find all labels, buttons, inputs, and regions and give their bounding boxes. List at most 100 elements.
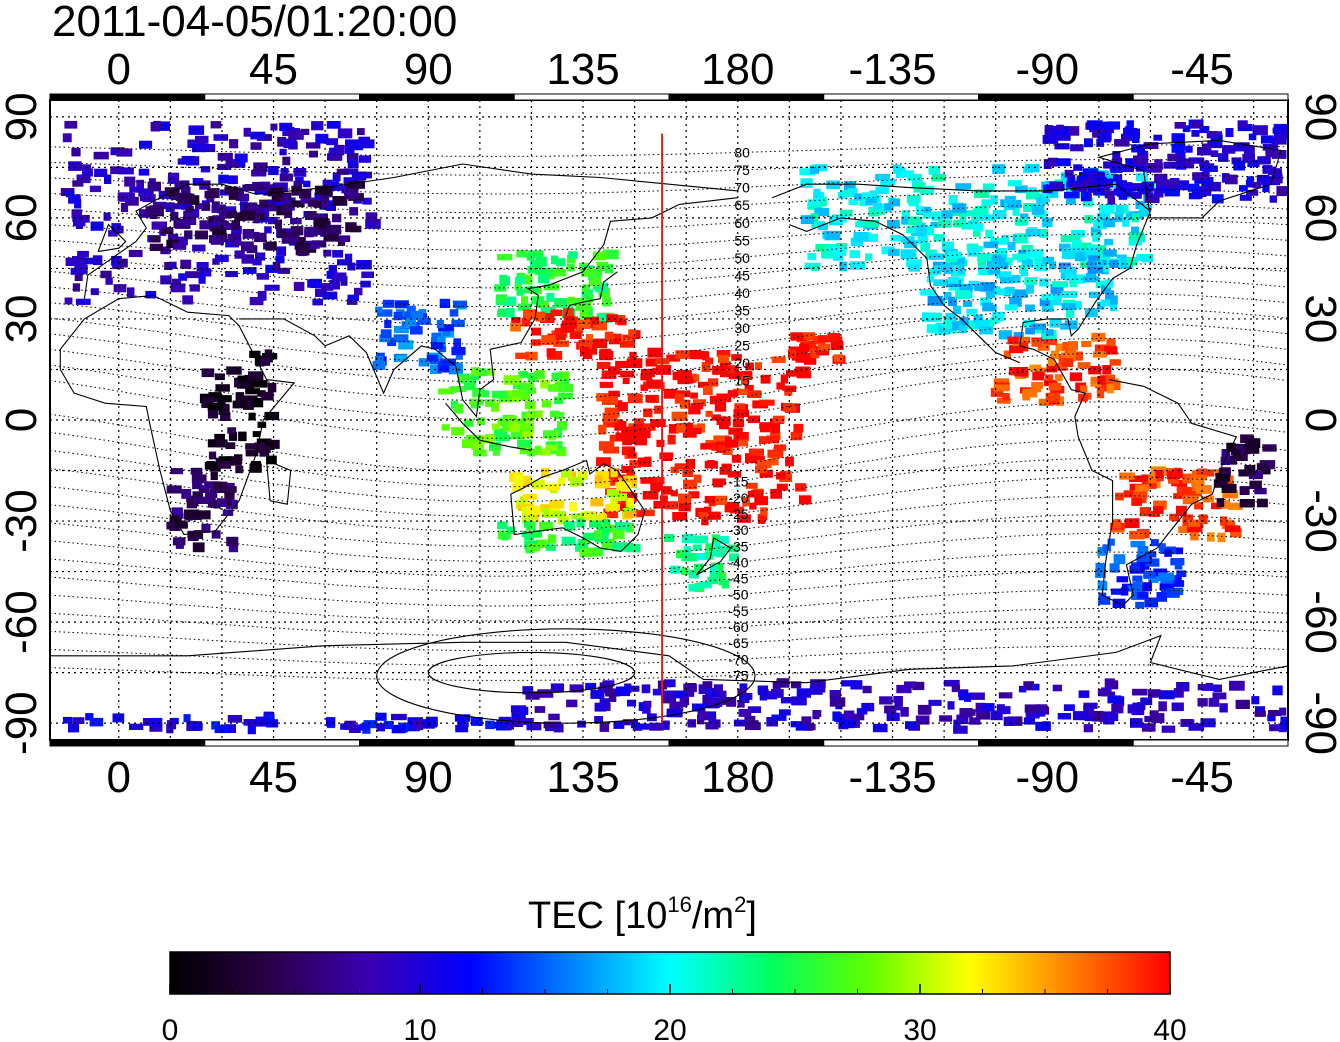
tec-cell [1098,265,1110,272]
tec-cell [908,196,920,207]
tec-cell [1023,717,1035,725]
tec-cell [999,257,1013,266]
tec-cell [200,166,211,173]
tec-cell [1119,472,1135,480]
tec-cell [1137,187,1152,195]
tec-cell [602,680,615,687]
tec-cell [558,392,573,400]
tec-cell [933,279,949,287]
tec-cell [771,356,786,363]
tec-cell [1269,195,1277,203]
tec-cell [1083,702,1098,709]
tec-cell [598,441,615,451]
tec-cell [708,698,723,707]
tec-cell [959,708,973,718]
tec-cell [487,368,495,376]
tec-cell [1176,682,1190,692]
tec-cell [1120,587,1129,596]
magnetic-latitude-label: -20 [728,490,748,506]
tec-cell [1074,252,1085,262]
tec-cell [686,690,695,697]
tec-cell [1132,702,1146,710]
tec-cell [1031,339,1042,347]
magnetic-latitude-label: 80 [734,145,750,161]
tec-cell [1028,683,1040,691]
tec-cell [191,142,206,153]
tec-cell [558,383,573,393]
tec-cell [393,334,409,343]
tec-cell [314,185,329,195]
tec-cell [256,273,269,280]
tec-cell [1262,165,1273,174]
tec-cell [628,329,637,337]
tec-cell [1097,547,1107,556]
tec-cell [817,343,831,351]
tec-cell [1191,189,1203,199]
tick-label: 90 [404,45,453,94]
tec-cell [754,496,768,506]
tec-cell [1217,153,1229,162]
tec-cell [1199,126,1210,134]
tec-cell [267,203,277,212]
tec-cell [685,458,696,469]
tec-cell [1262,444,1277,452]
tec-cell [770,457,779,466]
tec-cell [591,321,607,331]
tick-label: 60 [1296,193,1340,242]
magnetic-contour [50,513,1288,562]
tec-cell [542,508,555,518]
tec-cell [814,207,830,217]
tec-cell [1102,715,1115,725]
tec-cell [1057,713,1071,720]
tec-cell [990,710,1003,721]
tec-cell [1131,562,1141,572]
magnetic-contour [50,570,1288,607]
tec-cell [195,203,204,210]
tec-cell [506,308,515,318]
tec-cell [436,319,444,329]
tec-cell [313,218,328,228]
tec-cell [1173,493,1183,500]
tick-label: 90 [1296,92,1340,141]
tec-cell [255,252,266,261]
tec-cell [223,724,236,733]
tec-cell [1064,126,1080,136]
tec-cell [274,219,282,229]
magnetic-contour [50,293,1288,345]
tick-label: 0 [0,408,46,432]
tec-cell [904,681,916,689]
tec-cell [647,347,663,358]
tec-cell [279,148,287,156]
tec-cell [1162,179,1178,188]
tec-cell [1174,561,1183,570]
tec-cell [1096,388,1105,399]
tec-cell [493,428,508,435]
tec-cell [1045,392,1061,402]
tec-cell [1132,581,1141,591]
tec-cell [270,123,278,131]
tec-cell [826,180,841,190]
tec-cell [231,237,242,246]
tec-cell [453,338,461,348]
tec-cell [74,198,82,209]
tec-cell [543,430,556,439]
tec-cell [1013,332,1024,340]
tec-cell [260,391,274,401]
tick-label: 90 [0,92,46,141]
tick-label: 180 [701,753,774,802]
tec-cell [451,319,465,328]
tec-cell [1114,211,1123,219]
tec-cell [875,173,891,181]
tec-cell [196,262,209,271]
tec-cell [917,704,931,715]
tec-cell [552,269,567,277]
tec-cell [277,267,291,274]
tec-cell [191,722,203,731]
tec-cell [690,403,704,410]
tec-cell [707,576,718,585]
tick-label: 90 [404,753,453,802]
tec-cell [1112,157,1123,165]
tec-cell [90,221,104,231]
tec-cell [124,176,136,187]
magnetic-latitude-label: -40 [728,554,748,570]
